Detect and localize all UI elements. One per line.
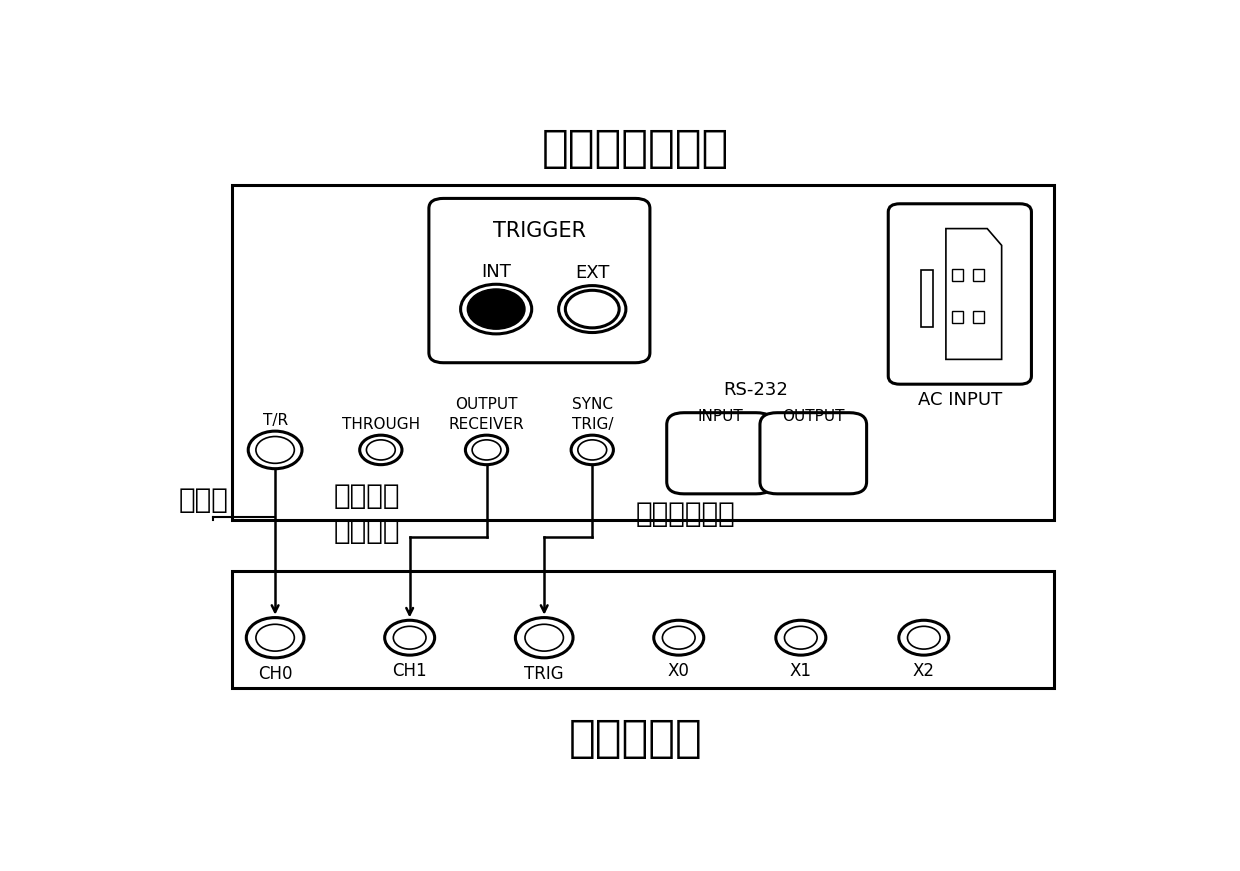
- Text: T/R: T/R: [263, 413, 288, 428]
- Text: 同步触发信号: 同步触发信号: [635, 500, 735, 528]
- Text: SYNC: SYNC: [572, 396, 613, 412]
- Bar: [232, 185, 1054, 520]
- Text: 超声反射
回波信号: 超声反射 回波信号: [334, 483, 399, 545]
- Text: TRIG/: TRIG/: [572, 417, 613, 432]
- FancyBboxPatch shape: [429, 199, 650, 362]
- Text: 脉冲发生接收器: 脉冲发生接收器: [542, 126, 729, 170]
- FancyBboxPatch shape: [888, 204, 1032, 384]
- FancyBboxPatch shape: [760, 413, 867, 494]
- Text: 数据采集卡: 数据采集卡: [569, 717, 702, 760]
- Text: TRIGGER: TRIGGER: [494, 220, 587, 240]
- Text: CH1: CH1: [392, 662, 427, 680]
- Text: THROUGH: THROUGH: [342, 417, 420, 432]
- Text: OUTPUT: OUTPUT: [782, 408, 844, 424]
- FancyBboxPatch shape: [667, 413, 774, 494]
- Text: INT: INT: [481, 263, 511, 281]
- Text: 探头线: 探头线: [179, 486, 229, 514]
- Text: RECEIVER: RECEIVER: [449, 417, 525, 432]
- Text: AC INPUT: AC INPUT: [918, 391, 1002, 408]
- Text: EXT: EXT: [575, 264, 609, 282]
- Bar: [921, 270, 934, 327]
- Text: INPUT: INPUT: [697, 408, 743, 424]
- Bar: [951, 311, 963, 323]
- Text: OUTPUT: OUTPUT: [455, 396, 518, 412]
- Bar: [232, 571, 1054, 688]
- Bar: [973, 311, 985, 323]
- Text: X2: X2: [913, 662, 935, 680]
- Text: RS-232: RS-232: [723, 381, 789, 399]
- Text: TRIG: TRIG: [525, 665, 564, 683]
- Text: X0: X0: [668, 662, 689, 680]
- Bar: [951, 269, 963, 281]
- Text: X1: X1: [790, 662, 812, 680]
- Polygon shape: [946, 228, 1002, 360]
- Bar: [973, 269, 985, 281]
- Circle shape: [467, 289, 525, 329]
- Text: CH0: CH0: [258, 665, 293, 683]
